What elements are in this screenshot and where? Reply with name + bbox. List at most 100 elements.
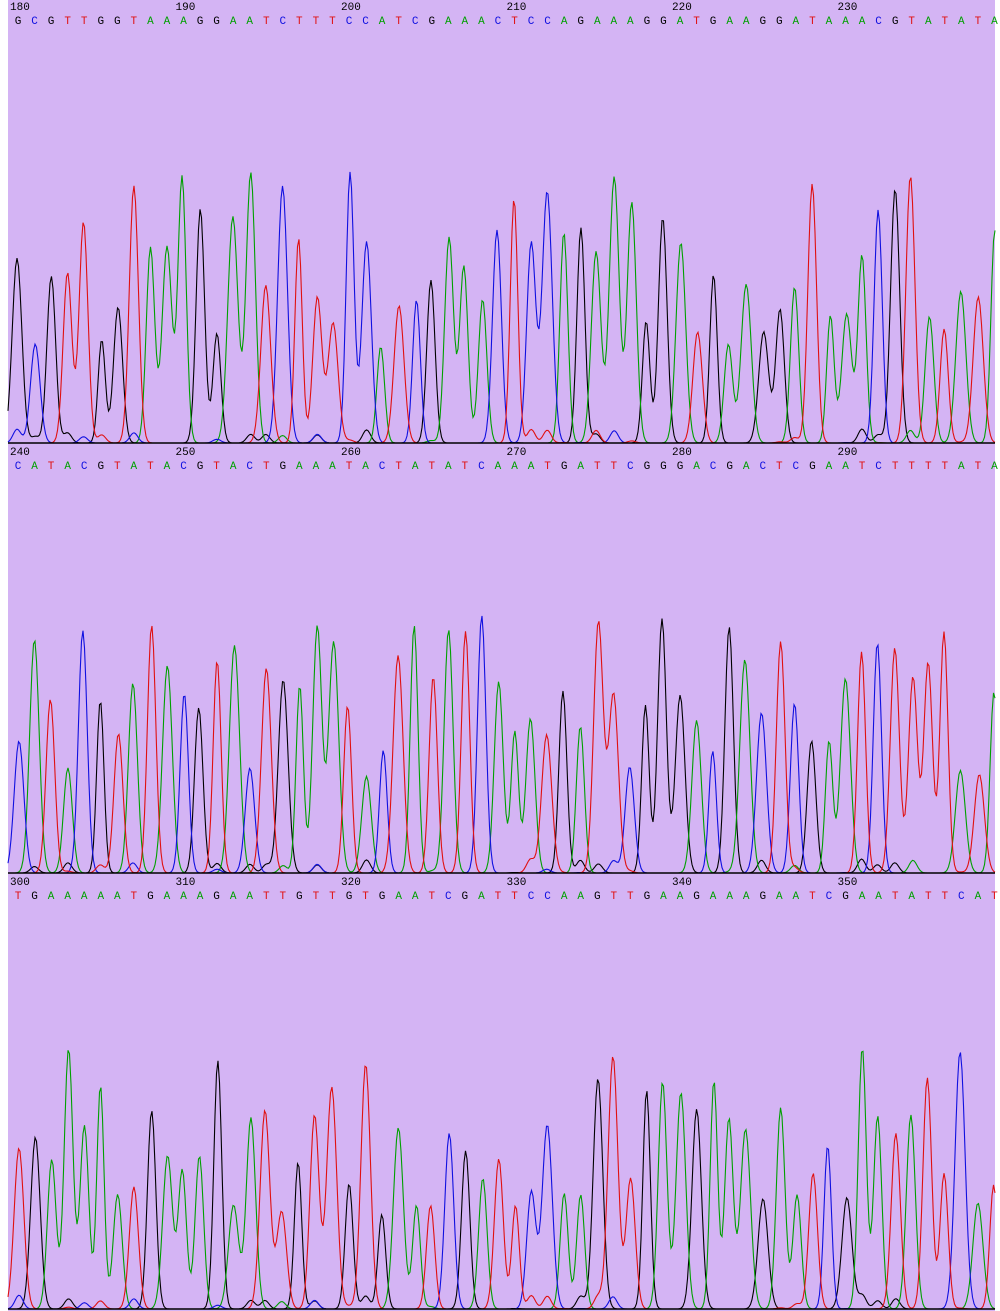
base-call: G	[759, 891, 766, 903]
base-call: G	[279, 461, 286, 473]
base-call: C	[15, 461, 22, 473]
base-call: C	[875, 461, 882, 473]
base-call: A	[31, 461, 38, 473]
base-call: A	[81, 891, 88, 903]
base-call: G	[213, 891, 220, 903]
base-call: T	[941, 16, 948, 28]
base-call: A	[561, 16, 568, 28]
base-call: T	[48, 461, 55, 473]
base-call: G	[114, 16, 121, 28]
base-call: G	[561, 461, 568, 473]
base-call: A	[495, 461, 502, 473]
base-call: G	[776, 16, 783, 28]
base-call: T	[114, 461, 121, 473]
base-call: T	[941, 891, 948, 903]
base-call: A	[577, 461, 584, 473]
base-call: A	[478, 16, 485, 28]
base-call: A	[445, 16, 452, 28]
base-call: A	[395, 891, 402, 903]
base-call: A	[478, 891, 485, 903]
base-call: A	[958, 461, 965, 473]
position-label: 220	[672, 2, 692, 14]
base-call: A	[908, 891, 915, 903]
base-call: G	[644, 16, 651, 28]
base-call: C	[528, 891, 535, 903]
base-call: A	[859, 16, 866, 28]
base-call: T	[892, 891, 899, 903]
base-call: G	[577, 16, 584, 28]
base-call: A	[296, 461, 303, 473]
position-label: 190	[176, 2, 196, 14]
base-call: T	[279, 891, 286, 903]
base-call: T	[908, 461, 915, 473]
base-call: T	[147, 461, 154, 473]
base-call: T	[15, 891, 22, 903]
base-call: G	[726, 461, 733, 473]
base-call: C	[544, 891, 551, 903]
base-call: T	[610, 461, 617, 473]
base-call: C	[362, 16, 369, 28]
base-call: T	[594, 461, 601, 473]
base-call: C	[445, 891, 452, 903]
base-call: G	[213, 16, 220, 28]
base-call: A	[875, 891, 882, 903]
position-label: 210	[507, 2, 527, 14]
base-call: T	[809, 16, 816, 28]
base-call: G	[462, 891, 469, 903]
base-call: A	[230, 891, 237, 903]
base-call: C	[710, 461, 717, 473]
base-call: C	[379, 461, 386, 473]
base-call: A	[726, 16, 733, 28]
base-call: A	[180, 891, 187, 903]
base-call: A	[660, 891, 667, 903]
position-label: 330	[507, 877, 527, 889]
base-call: T	[346, 461, 353, 473]
base-call: T	[263, 461, 270, 473]
base-call: T	[313, 891, 320, 903]
position-label: 340	[672, 877, 692, 889]
position-label: 200	[341, 2, 361, 14]
base-call: C	[793, 461, 800, 473]
base-call: A	[164, 16, 171, 28]
base-call: A	[64, 891, 71, 903]
base-call: G	[693, 891, 700, 903]
base-call: G	[660, 16, 667, 28]
base-call: A	[180, 16, 187, 28]
base-call: G	[660, 461, 667, 473]
base-call: T	[925, 891, 932, 903]
base-call: C	[544, 16, 551, 28]
position-label: 260	[341, 447, 361, 459]
base-call: G	[346, 891, 353, 903]
position-label: 280	[672, 447, 692, 459]
base-call: A	[329, 461, 336, 473]
base-call: T	[511, 16, 518, 28]
base-call: C	[528, 16, 535, 28]
base-call: A	[743, 16, 750, 28]
base-call: G	[842, 891, 849, 903]
base-call: A	[693, 461, 700, 473]
base-call: C	[180, 461, 187, 473]
base-call: T	[428, 891, 435, 903]
base-call: A	[991, 461, 998, 473]
base-call: G	[147, 891, 154, 903]
base-call: T	[495, 891, 502, 903]
base-call: T	[81, 16, 88, 28]
position-label: 250	[176, 447, 196, 459]
base-call: G	[759, 16, 766, 28]
position-label: 230	[838, 2, 858, 14]
base-call: G	[197, 461, 204, 473]
base-call: A	[64, 461, 71, 473]
base-call: T	[809, 891, 816, 903]
base-call: C	[246, 461, 253, 473]
position-label: 290	[838, 447, 858, 459]
base-call: A	[230, 16, 237, 28]
base-call: T	[462, 461, 469, 473]
base-call: A	[958, 16, 965, 28]
base-call: A	[859, 891, 866, 903]
base-call: T	[296, 16, 303, 28]
base-call: C	[759, 461, 766, 473]
position-label: 320	[341, 877, 361, 889]
base-call: G	[677, 461, 684, 473]
base-call: A	[710, 891, 717, 903]
base-call: G	[644, 461, 651, 473]
